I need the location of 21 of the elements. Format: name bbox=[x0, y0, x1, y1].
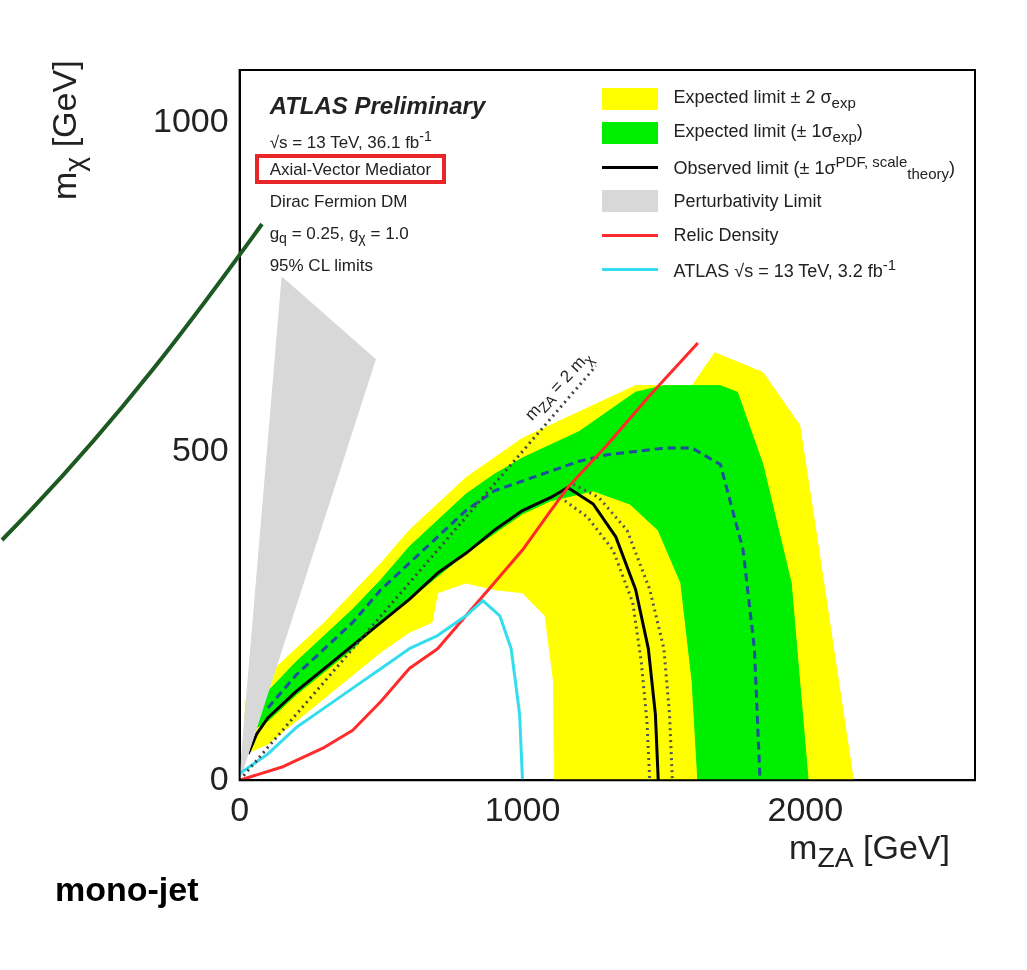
x-tick-label: 1000 bbox=[484, 789, 561, 828]
annotation: 95% CL limits bbox=[269, 256, 373, 276]
annotation: g$_{q}$ = 0.25, g$_{χ}$ = 1.0 bbox=[269, 224, 409, 247]
legend-label: Expected limit ± 2 σ$_{exp}$ bbox=[673, 87, 856, 111]
legend-label: Observed limit (± 1σ$^{PDF, scale}$$_{theory}$) bbox=[673, 152, 955, 182]
annotation: √s = 13 TeV, 36.1 fb$^{-1}$ bbox=[269, 128, 432, 153]
y-tick-label: 500 bbox=[171, 429, 229, 468]
x-tick-label: 2000 bbox=[767, 789, 844, 828]
legend-label: Relic Density bbox=[673, 224, 779, 246]
y-tick-label: 0 bbox=[209, 758, 229, 797]
line-series bbox=[563, 499, 652, 781]
y-tick-label: 1000 bbox=[153, 100, 229, 139]
line-series bbox=[571, 482, 674, 781]
legend-label: ATLAS √s = 13 TeV, 3.2 fb$^{-1}$ bbox=[673, 256, 897, 282]
x-axis-title: m$_{Z}$$_{A}$ [GeV] bbox=[789, 828, 950, 874]
legend-label: Expected limit (± 1σ$_{exp}$) bbox=[673, 121, 863, 145]
text: mono-jet bbox=[55, 870, 199, 910]
annotation: Dirac Fermion DM bbox=[269, 192, 408, 212]
legend-label: Perturbativity Limit bbox=[673, 190, 822, 212]
annotation: Axial-Vector Mediator bbox=[269, 160, 432, 180]
annotation: ATLAS Preliminary bbox=[269, 92, 486, 120]
